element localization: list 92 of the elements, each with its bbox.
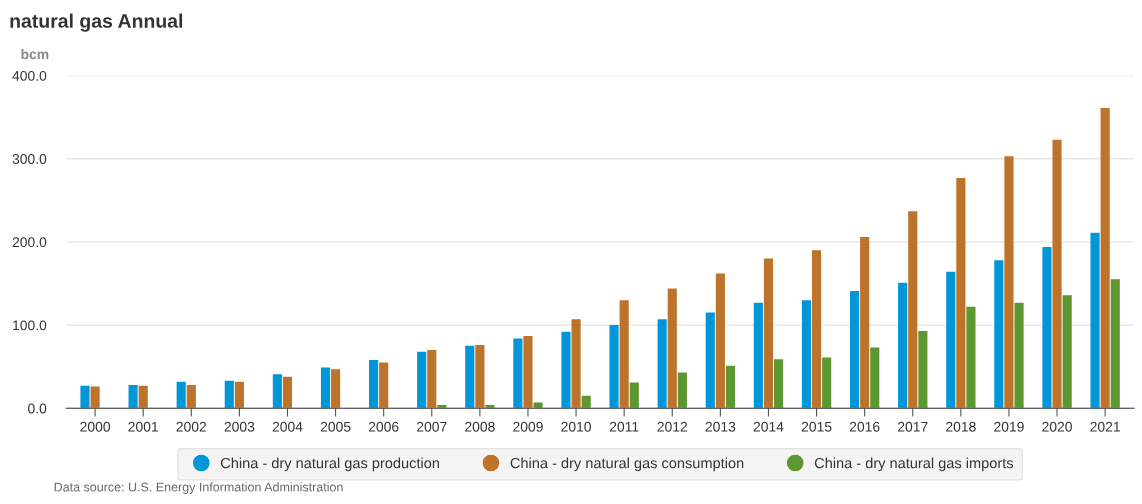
x-tick-label: 2006 bbox=[368, 421, 399, 432]
bar bbox=[581, 395, 591, 409]
bar bbox=[533, 402, 543, 409]
bar bbox=[1090, 232, 1100, 409]
y-tick-label: 400.0 bbox=[12, 70, 47, 81]
bar bbox=[282, 376, 293, 409]
x-tick-label: 2000 bbox=[80, 421, 110, 432]
bar bbox=[90, 386, 100, 409]
y-tick-label: 200.0 bbox=[12, 237, 47, 248]
bar bbox=[272, 374, 282, 409]
bar bbox=[966, 306, 976, 409]
bar bbox=[1014, 302, 1024, 409]
bar bbox=[822, 357, 832, 409]
bar bbox=[417, 351, 427, 409]
y-tick-label: 300.0 bbox=[12, 154, 47, 164]
x-tick-label: 2020 bbox=[1042, 421, 1072, 432]
bar bbox=[1052, 139, 1062, 409]
x-tick-label: 2012 bbox=[657, 421, 688, 432]
bar bbox=[918, 330, 928, 409]
bar bbox=[176, 381, 186, 409]
x-tick-label: 2007 bbox=[417, 421, 447, 432]
y-tick-label: 0.0 bbox=[28, 403, 47, 414]
bar bbox=[523, 335, 533, 409]
x-tick-label: 2003 bbox=[224, 421, 255, 432]
x-tick-label: 2009 bbox=[513, 421, 543, 432]
y-axis-title: bcm bbox=[21, 48, 49, 60]
x-tick-label: 2021 bbox=[1090, 421, 1120, 432]
bar bbox=[369, 360, 379, 409]
x-tick-label: 2001 bbox=[128, 421, 158, 432]
bar bbox=[773, 359, 784, 409]
bar bbox=[629, 382, 639, 409]
x-tick-label: 2018 bbox=[946, 421, 976, 432]
bar bbox=[609, 325, 619, 409]
x-tick-label: 2005 bbox=[320, 421, 351, 432]
x-tick-label: 2016 bbox=[849, 421, 880, 432]
bar bbox=[80, 385, 90, 409]
bar bbox=[437, 404, 447, 409]
legend-label: China - dry natural gas consumption bbox=[510, 457, 744, 472]
bar bbox=[128, 384, 138, 409]
bar bbox=[427, 350, 437, 409]
bar bbox=[379, 362, 389, 409]
bar bbox=[946, 271, 956, 409]
bar bbox=[331, 369, 341, 409]
bar bbox=[657, 319, 667, 409]
x-tick-label: 2011 bbox=[609, 421, 639, 432]
x-tick-label: 2019 bbox=[994, 421, 1024, 432]
bar bbox=[1042, 246, 1052, 409]
bar bbox=[224, 380, 234, 409]
bar bbox=[801, 300, 812, 409]
x-tick-label: 2013 bbox=[705, 421, 736, 432]
x-tick-label: 2017 bbox=[898, 421, 928, 432]
bar bbox=[1062, 295, 1072, 409]
x-tick-label: 2010 bbox=[561, 421, 591, 432]
bar bbox=[715, 273, 725, 409]
x-tick-label: 2002 bbox=[176, 421, 207, 432]
bar bbox=[234, 381, 244, 409]
x-tick-label: 2008 bbox=[465, 421, 495, 432]
legend-label: China - dry natural gas production bbox=[220, 457, 439, 472]
bar bbox=[513, 338, 523, 409]
bar bbox=[571, 319, 581, 409]
bar bbox=[705, 312, 715, 409]
bar bbox=[1100, 108, 1110, 409]
bar bbox=[465, 345, 475, 409]
x-tick-label: 2014 bbox=[753, 421, 784, 432]
bar bbox=[870, 347, 880, 409]
bar bbox=[860, 236, 870, 409]
bar bbox=[1004, 156, 1014, 409]
bar bbox=[667, 288, 677, 409]
bar bbox=[994, 260, 1004, 409]
bar bbox=[677, 372, 687, 409]
bar bbox=[811, 250, 822, 409]
bar bbox=[725, 365, 736, 409]
legend-label: China - dry natural gas imports bbox=[814, 457, 1014, 472]
bar bbox=[898, 282, 908, 409]
bar bbox=[475, 345, 485, 409]
bar bbox=[320, 367, 331, 409]
bar bbox=[186, 384, 196, 409]
bar bbox=[485, 404, 495, 409]
bar bbox=[956, 177, 966, 409]
bar bbox=[619, 300, 629, 409]
bar bbox=[561, 331, 571, 409]
bar bbox=[908, 211, 918, 409]
bar bbox=[763, 258, 774, 409]
x-tick-label: 2015 bbox=[801, 421, 832, 432]
bar bbox=[753, 302, 763, 409]
y-tick-label: 100.0 bbox=[13, 320, 47, 331]
chart-title: natural gas Annual bbox=[10, 13, 183, 32]
bar bbox=[849, 290, 860, 409]
source-note: Data source: U.S. Energy Information Administration bbox=[54, 482, 343, 494]
bar bbox=[138, 385, 148, 409]
bar bbox=[1110, 279, 1120, 409]
x-tick-label: 2004 bbox=[272, 421, 303, 432]
